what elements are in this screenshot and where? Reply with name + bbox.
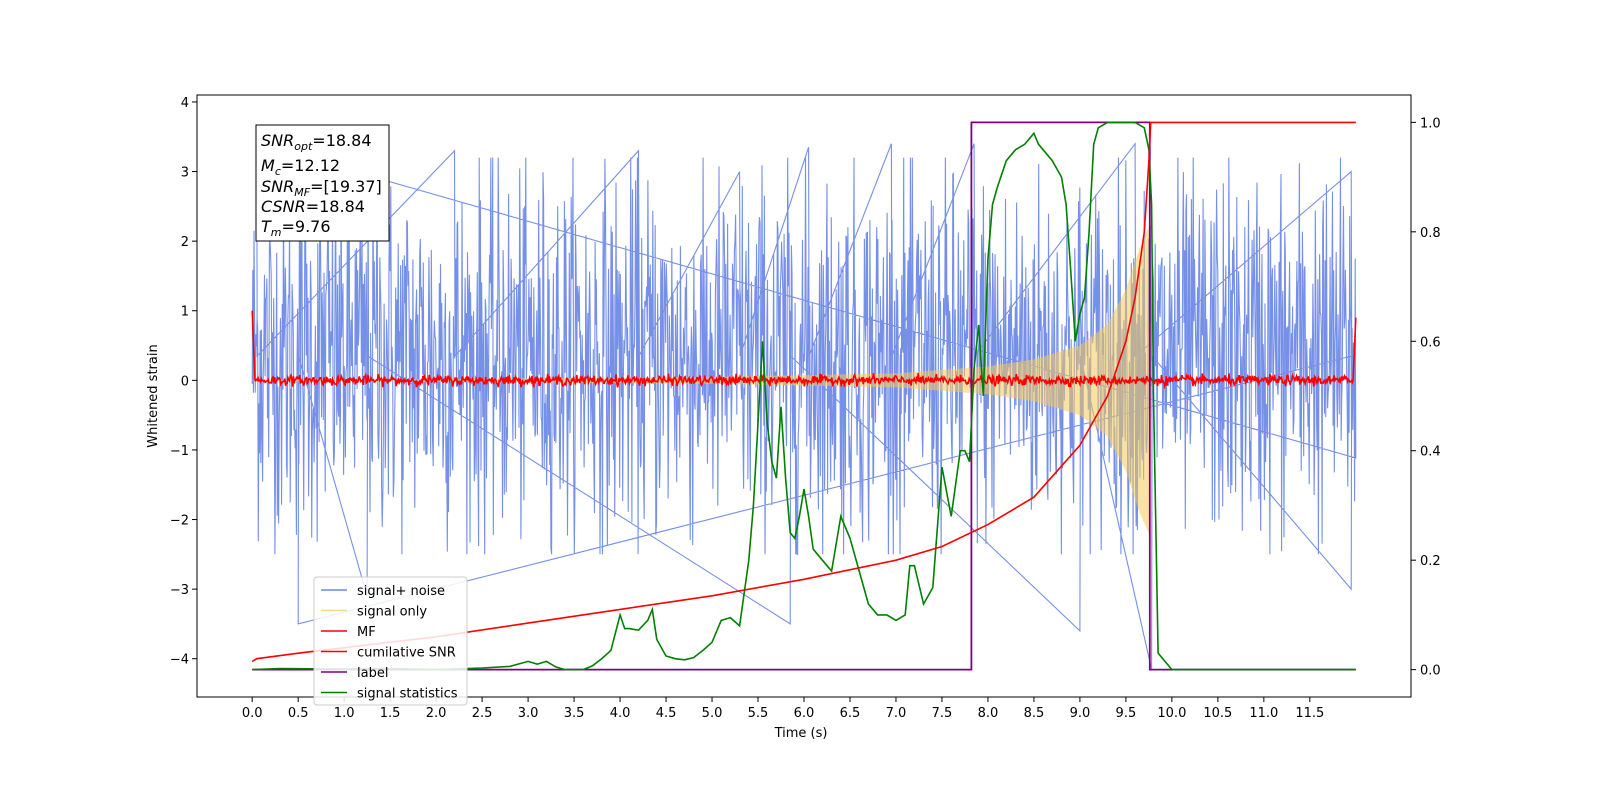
info-csnr: CSNR=18.84 (261, 197, 365, 216)
info-snr-opt: SNRopt=18.84 (261, 131, 372, 153)
y-tick-label: 2 (181, 235, 189, 250)
y-right-tick-label: 0.0 (1420, 664, 1441, 679)
info-box: SNRopt=18.84 Mc=12.12 SNRMF=[19.37] CSNR… (255, 124, 390, 242)
x-tick-label: 10.5 (1203, 706, 1232, 721)
y-axis-left: 4 3 2 1 0 −1 −2 −3 −4 (170, 96, 197, 668)
info-snr-mf: SNRMF=[19.37] (261, 177, 382, 199)
x-tick-label: 6.5 (840, 706, 861, 721)
info-tm: Tm=9.76 (261, 217, 331, 239)
info-mc: Mc=12.12 (261, 156, 340, 178)
x-tick-label: 5.5 (748, 706, 769, 721)
legend-label: signal only (357, 605, 427, 620)
y-tick-label: −2 (170, 514, 189, 529)
y-tick-label: −4 (170, 653, 189, 668)
x-tick-label: 2.0 (426, 706, 447, 721)
x-tick-label: 11.0 (1249, 706, 1278, 721)
x-tick-label: 6.0 (794, 706, 815, 721)
x-tick-label: 8.5 (1024, 706, 1045, 721)
x-tick-label: 5.0 (702, 706, 723, 721)
x-axis: 0.0 0.5 1.0 1.5 2.0 2.5 3.0 3.5 4.0 4.5 5.0 5.5 6.0 6… (242, 697, 1324, 721)
legend-frame (313, 576, 468, 706)
x-tick-label: 1.0 (334, 706, 355, 721)
x-tick-label: 8.0 (978, 706, 999, 721)
legend-label: label (357, 666, 388, 681)
x-tick-label: 0.5 (288, 706, 309, 721)
x-tick-label: 3.5 (564, 706, 585, 721)
y-right-tick-label: 0.4 (1420, 445, 1441, 460)
series-mf (251, 310, 1357, 390)
y-tick-label: 4 (181, 96, 189, 111)
x-axis-label: Time (s) (774, 726, 828, 741)
x-tick-label: 1.5 (380, 706, 401, 721)
legend: signal+ noise signal only MF cumilative SNR… (313, 576, 468, 706)
x-tick-label: 2.5 (472, 706, 493, 721)
legend-label: signal statistics (357, 687, 458, 702)
legend-label: cumilative SNR (357, 646, 456, 661)
legend-label: MF (357, 625, 376, 640)
y-tick-label: −1 (170, 444, 189, 459)
x-tick-label: 9.0 (1070, 706, 1091, 721)
x-tick-label: 0.0 (242, 706, 263, 721)
y-tick-label: −3 (170, 583, 189, 598)
y-tick-label: 1 (181, 305, 189, 320)
info-box-frame (255, 124, 390, 242)
y-axis-right: 1.0 0.8 0.6 0.4 0.2 0.0 (1411, 116, 1441, 679)
x-tick-label: 4.5 (656, 706, 677, 721)
x-tick-label: 9.5 (1116, 706, 1137, 721)
y-tick-label: 0 (181, 374, 189, 389)
x-tick-label: 4.0 (610, 706, 631, 721)
series-signal-statistics (252, 121, 1356, 671)
y-right-tick-label: 0.6 (1420, 335, 1441, 350)
legend-label: signal+ noise (357, 584, 445, 599)
x-tick-label: 3.0 (518, 706, 539, 721)
y-right-tick-label: 1.0 (1420, 116, 1441, 131)
y-tick-label: 3 (181, 166, 189, 181)
y-right-tick-label: 0.2 (1420, 554, 1441, 569)
x-tick-label: 7.0 (886, 706, 907, 721)
x-tick-label: 7.5 (932, 706, 953, 721)
y-right-tick-label: 0.8 (1420, 226, 1441, 241)
y-axis-label: Whitened strain (146, 344, 161, 447)
x-tick-label: 11.5 (1295, 706, 1324, 721)
x-tick-label: 10.0 (1157, 706, 1186, 721)
